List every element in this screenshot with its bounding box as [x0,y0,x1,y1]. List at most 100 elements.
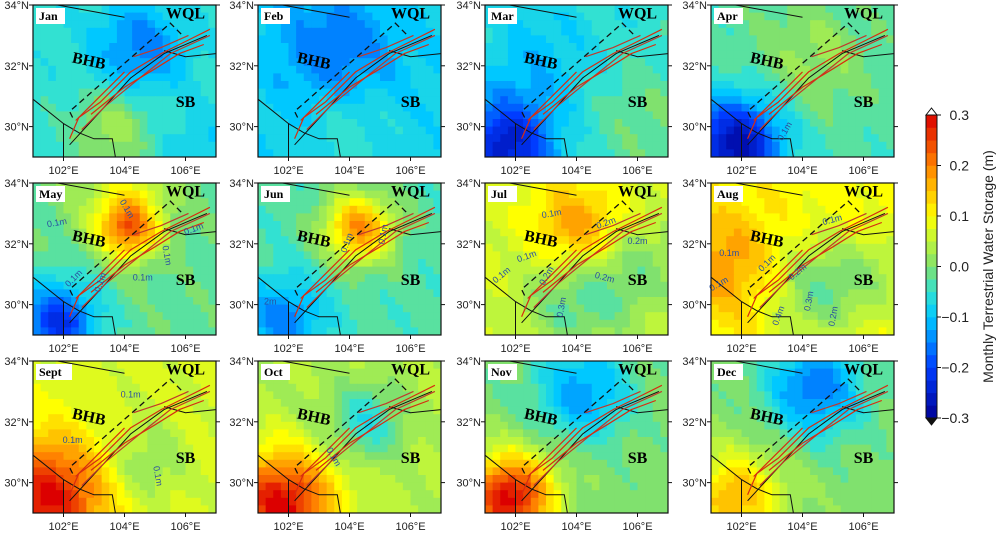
grid-cell [319,406,328,415]
grid-cell [326,376,335,385]
grid-cell [78,198,87,207]
grid-cell [280,304,289,313]
grid-cell [155,20,164,29]
grid-cell [116,281,125,290]
grid-cell [418,459,427,468]
grid-cell [395,327,404,336]
grid-cell [303,243,312,252]
grid-cell [718,126,727,135]
grid-cell [515,205,524,214]
grid-cell [288,103,297,112]
grid-cell [63,482,72,491]
grid-cell [349,119,358,127]
grid-cell [162,12,171,21]
grid-cell [139,12,148,21]
grid-cell [733,266,742,275]
grid-cell [162,88,171,97]
grid-cell [94,228,103,237]
grid-cell [364,266,373,275]
grid-cell [101,368,110,377]
grid-cell [817,126,826,135]
grid-cell [258,459,267,468]
grid-cell [63,198,72,207]
grid-cell [561,58,570,67]
grid-cell [86,213,95,222]
grid-cell [40,96,49,105]
grid-cell [162,312,171,321]
grid-cell [288,141,297,150]
grid-cell [741,141,750,150]
grid-cell [733,274,742,283]
grid-cell [55,312,64,321]
grid-cell [357,312,366,321]
grid-cell [395,274,404,283]
grid-cell [273,134,282,143]
grid-cell [71,141,80,150]
grid-cell [63,281,72,290]
grid-cell [326,452,335,461]
grid-cell [265,236,274,245]
grid-cell [341,414,350,423]
grid-cell [357,205,366,214]
fault-line [315,221,430,293]
grid-cell [33,27,42,36]
grid-cell [200,421,209,430]
grid-cell [280,281,289,290]
lat-tick-label: 30°N [456,122,481,134]
grid-cell [817,190,826,199]
grid-cell [326,221,335,229]
grid-cell [185,467,194,476]
grid-cell [372,119,381,127]
grid-cell [162,383,171,392]
grid-cell [591,236,600,245]
grid-cell [139,65,148,74]
grid-cell [139,5,148,13]
lat-tick-label: 32°N [4,417,29,429]
grid-cell [825,319,834,328]
grid-cell [334,50,343,59]
grid-cell [280,103,289,112]
lat-tick-label: 32°N [4,61,29,73]
grid-cell [200,274,209,283]
grid-cell [492,243,501,252]
grid-cell [132,281,141,290]
grid-cell [193,5,202,13]
grid-cell [741,149,750,158]
grid-cell [395,236,404,245]
grid-cell [652,141,661,150]
grid-cell [296,406,305,415]
grid-cell [794,251,803,260]
grid-cell [607,327,616,336]
grid-cell [433,368,442,377]
grid-cell [288,297,297,305]
grid-cell [288,58,297,67]
grid-cell [349,281,358,290]
grid-cell [193,12,202,21]
grid-cell [63,444,72,453]
grid-cell [402,58,411,67]
grid-cell [726,243,735,252]
grid-cell [660,81,669,89]
grid-cell [200,213,209,222]
grid-cell [546,134,555,143]
grid-cell [561,73,570,82]
grid-cell [380,259,389,267]
grid-cell [425,65,434,74]
grid-cell [523,35,532,44]
grid-cell [265,467,274,476]
grid-cell [349,198,358,207]
grid-cell [764,43,773,51]
grid-cell [764,289,773,298]
grid-cell [155,319,164,328]
grid-cell [645,20,654,29]
grid-cell [553,50,562,59]
grid-cell [273,289,282,298]
grid-cell [101,27,110,36]
grid-cell [607,297,616,305]
grid-cell [33,312,42,321]
grid-cell [303,190,312,199]
grid-cell [660,327,669,336]
grid-cell [645,251,654,260]
grid-cell [660,221,669,229]
grid-cell [147,5,156,13]
